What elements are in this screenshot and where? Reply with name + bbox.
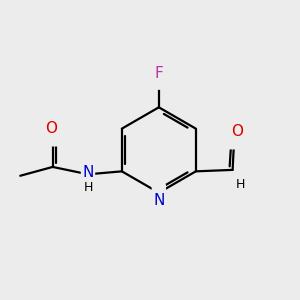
Text: O: O <box>231 124 243 139</box>
Text: N: N <box>82 167 94 182</box>
Text: F: F <box>154 73 163 88</box>
Text: N: N <box>154 194 165 208</box>
Text: H: H <box>83 181 93 194</box>
Text: O: O <box>47 130 59 145</box>
Text: F: F <box>154 66 163 81</box>
Text: H: H <box>235 178 245 191</box>
Text: O: O <box>228 133 240 148</box>
Text: N: N <box>153 185 164 200</box>
Text: O: O <box>45 121 57 136</box>
Text: N: N <box>82 165 94 180</box>
